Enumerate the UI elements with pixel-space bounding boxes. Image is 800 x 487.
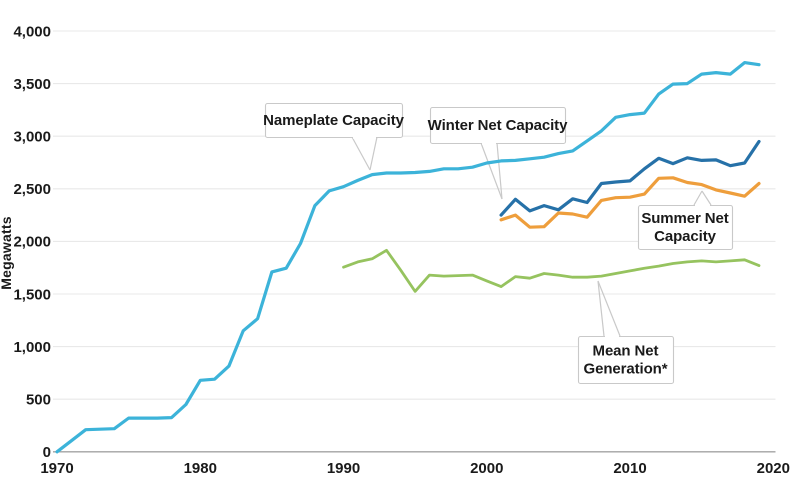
annotation-text: Capacity	[654, 228, 716, 245]
annotation-pointer-line	[597, 280, 605, 337]
y-tick-label: 1,500	[13, 286, 51, 303]
annotation-text: Generation*	[584, 361, 668, 378]
x-tick-label: 1990	[327, 460, 360, 477]
y-tick-label: 2,500	[13, 181, 51, 198]
annotation-pointer-line	[597, 280, 621, 337]
series-line-summer-net-capacity	[499, 176, 761, 229]
annotation-winter-net-capacity: Winter Net Capacity	[428, 106, 568, 145]
y-tick-label: 500	[26, 392, 51, 409]
annotation-box	[264, 102, 404, 139]
annotation-pointer-line	[701, 190, 712, 206]
series-line-mean-net-generation	[342, 248, 761, 293]
annotation-box	[577, 335, 675, 385]
y-tick-label: 2,000	[13, 234, 51, 251]
y-tick-label: 1,000	[13, 339, 51, 356]
annotation-pointers	[351, 136, 712, 337]
annotation-pointer-line	[496, 142, 503, 200]
y-tick-label: 3,000	[13, 129, 51, 146]
annotation-text: Nameplate Capacity	[263, 112, 405, 129]
annotation-text: Mean Net	[593, 343, 659, 360]
annotation-box	[429, 106, 567, 145]
annotation-text: Winter Net Capacity	[428, 117, 568, 134]
annotation-callouts: Nameplate Capacity Winter Net Capacity Sum…	[263, 102, 734, 385]
data-series	[55, 60, 761, 454]
series-line-nameplate-capacity	[55, 60, 761, 454]
y-tick-label: 3,500	[13, 76, 51, 93]
x-tick-label: 1980	[184, 460, 217, 477]
y-tick-label: 4,000	[13, 23, 51, 40]
y-axis-title: Megawatts	[0, 216, 14, 289]
annotation-pointer-line	[693, 190, 703, 206]
y-tick-label: 0	[43, 444, 51, 461]
series-line-winter-net-capacity	[499, 139, 761, 217]
annotation-nameplate-capacity: Nameplate Capacity	[263, 102, 405, 139]
annotation-pointer-line	[480, 142, 503, 200]
x-tick-label: 2000	[470, 460, 503, 477]
annotation-pointer-line	[351, 136, 371, 171]
x-tick-label: 2020	[757, 460, 790, 477]
grid-lines	[53, 30, 776, 453]
axis-tick-labels: 0 500 1,000 1,500 2,000 2,500 3,000 3,500 4,000 1…	[13, 23, 790, 477]
x-tick-label: 2010	[613, 460, 646, 477]
annotation-box	[637, 204, 734, 251]
annotation-text: Summer Net	[641, 210, 728, 227]
x-tick-label: 1970	[40, 460, 73, 477]
annotation-pointer-line	[369, 136, 378, 171]
